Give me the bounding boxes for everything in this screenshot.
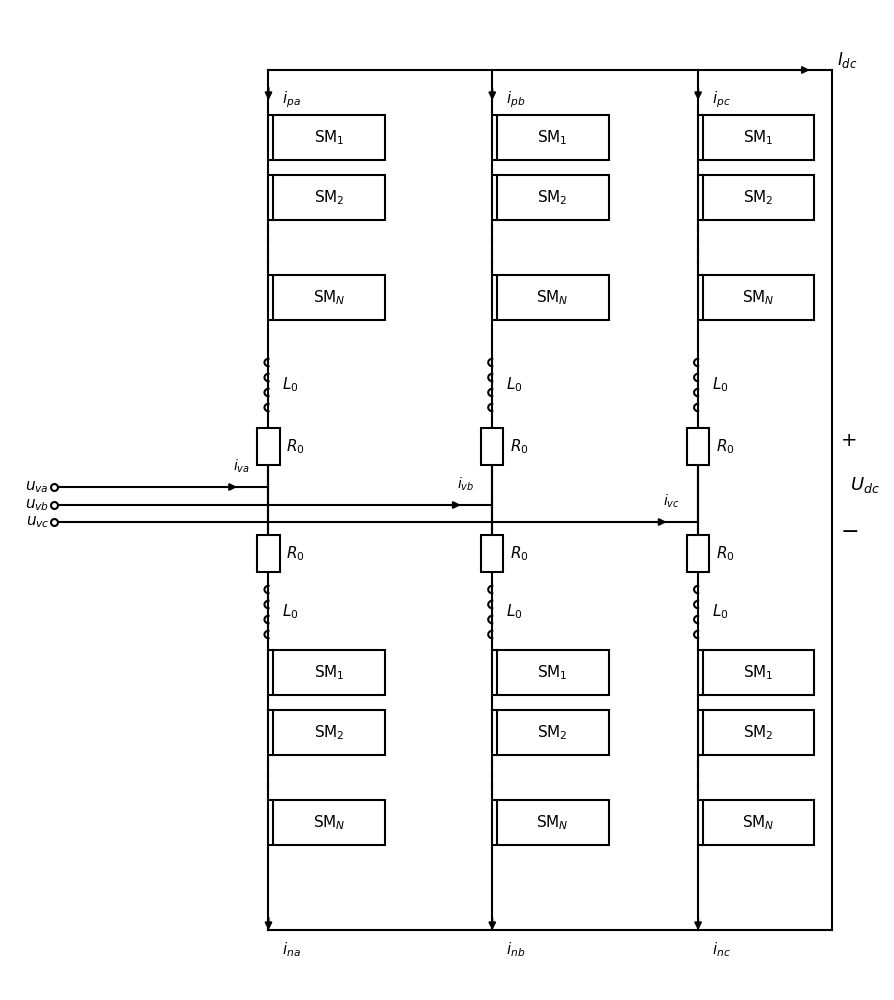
Text: $R_0$: $R_0$ xyxy=(715,544,734,563)
Text: $\mathrm{SM}_{N}$: $\mathrm{SM}_{N}$ xyxy=(312,288,345,307)
Text: $\mathrm{SM}_{1}$: $\mathrm{SM}_{1}$ xyxy=(536,128,568,147)
Text: $\mathrm{SM}_{1}$: $\mathrm{SM}_{1}$ xyxy=(742,663,773,682)
Text: $\mathrm{SM}_{N}$: $\mathrm{SM}_{N}$ xyxy=(312,813,345,832)
Polygon shape xyxy=(273,115,384,160)
Text: $\mathit{i_{vc}}$: $\mathit{i_{vc}}$ xyxy=(662,493,679,510)
Text: $\mathit{i_{va}}$: $\mathit{i_{va}}$ xyxy=(233,458,249,475)
Polygon shape xyxy=(702,175,814,220)
Polygon shape xyxy=(273,275,384,320)
Text: $\mathit{i_{pb}}$: $\mathit{i_{pb}}$ xyxy=(505,90,525,110)
FancyBboxPatch shape xyxy=(481,535,503,572)
Polygon shape xyxy=(273,710,384,755)
Text: $\mathit{i_{nc}}$: $\mathit{i_{nc}}$ xyxy=(711,941,730,959)
Polygon shape xyxy=(496,650,608,695)
Text: $\mathit{i_{nb}}$: $\mathit{i_{nb}}$ xyxy=(505,941,524,959)
Polygon shape xyxy=(496,175,608,220)
Text: $U_{dc}$: $U_{dc}$ xyxy=(849,475,879,495)
Text: $R_0$: $R_0$ xyxy=(286,437,305,456)
Text: $\mathit{i_{pa}}$: $\mathit{i_{pa}}$ xyxy=(282,90,300,110)
Text: $\mathrm{SM}_{N}$: $\mathrm{SM}_{N}$ xyxy=(536,288,569,307)
Text: $L_0$: $L_0$ xyxy=(282,603,299,621)
Polygon shape xyxy=(273,175,384,220)
Text: $\mathrm{SM}_{2}$: $\mathrm{SM}_{2}$ xyxy=(742,188,773,207)
Text: $\mathrm{SM}_{1}$: $\mathrm{SM}_{1}$ xyxy=(536,663,568,682)
Polygon shape xyxy=(273,650,384,695)
Text: $\mathrm{SM}_{2}$: $\mathrm{SM}_{2}$ xyxy=(313,188,344,207)
Polygon shape xyxy=(273,800,384,845)
Text: $\mathrm{SM}_{2}$: $\mathrm{SM}_{2}$ xyxy=(536,188,568,207)
Text: $-$: $-$ xyxy=(839,520,856,540)
Text: $\mathit{i_{vb}}$: $\mathit{i_{vb}}$ xyxy=(456,476,474,493)
Text: $R_0$: $R_0$ xyxy=(510,544,528,563)
FancyBboxPatch shape xyxy=(257,535,279,572)
Polygon shape xyxy=(496,115,608,160)
Text: $\mathrm{SM}_{1}$: $\mathrm{SM}_{1}$ xyxy=(313,128,344,147)
FancyBboxPatch shape xyxy=(481,428,503,465)
Text: $\mathrm{SM}_{2}$: $\mathrm{SM}_{2}$ xyxy=(742,723,773,742)
Text: $R_0$: $R_0$ xyxy=(715,437,734,456)
Text: $\mathit{i_{pc}}$: $\mathit{i_{pc}}$ xyxy=(711,90,730,110)
Text: $\mathrm{SM}_{1}$: $\mathrm{SM}_{1}$ xyxy=(742,128,773,147)
FancyBboxPatch shape xyxy=(687,428,709,465)
Text: $L_0$: $L_0$ xyxy=(282,376,299,394)
Polygon shape xyxy=(702,275,814,320)
Text: $\mathit{i_{na}}$: $\mathit{i_{na}}$ xyxy=(282,941,300,959)
Text: $\mathrm{SM}_{N}$: $\mathrm{SM}_{N}$ xyxy=(741,813,774,832)
FancyBboxPatch shape xyxy=(257,428,279,465)
Text: $L_0$: $L_0$ xyxy=(711,603,728,621)
Text: $L_0$: $L_0$ xyxy=(505,376,522,394)
Text: $\mathit{u_{va}}$: $\mathit{u_{va}}$ xyxy=(25,479,49,495)
Text: $\mathit{u_{vb}}$: $\mathit{u_{vb}}$ xyxy=(25,497,49,513)
Polygon shape xyxy=(702,115,814,160)
Polygon shape xyxy=(496,275,608,320)
Text: $\mathrm{SM}_{2}$: $\mathrm{SM}_{2}$ xyxy=(536,723,568,742)
Polygon shape xyxy=(702,710,814,755)
Text: $\mathrm{SM}_{1}$: $\mathrm{SM}_{1}$ xyxy=(313,663,344,682)
Text: $\mathit{u_{vc}}$: $\mathit{u_{vc}}$ xyxy=(26,514,49,530)
FancyBboxPatch shape xyxy=(687,535,709,572)
Text: $R_0$: $R_0$ xyxy=(510,437,528,456)
Text: $L_0$: $L_0$ xyxy=(711,376,728,394)
Text: $L_0$: $L_0$ xyxy=(505,603,522,621)
Text: $\mathrm{SM}_{2}$: $\mathrm{SM}_{2}$ xyxy=(313,723,344,742)
Text: $R_0$: $R_0$ xyxy=(286,544,305,563)
Polygon shape xyxy=(496,710,608,755)
Text: $I_{dc}$: $I_{dc}$ xyxy=(836,50,856,70)
Polygon shape xyxy=(496,800,608,845)
Text: $\mathrm{SM}_{N}$: $\mathrm{SM}_{N}$ xyxy=(536,813,569,832)
Text: $\mathrm{SM}_{N}$: $\mathrm{SM}_{N}$ xyxy=(741,288,774,307)
Polygon shape xyxy=(702,800,814,845)
Text: $+$: $+$ xyxy=(839,430,855,450)
Polygon shape xyxy=(702,650,814,695)
